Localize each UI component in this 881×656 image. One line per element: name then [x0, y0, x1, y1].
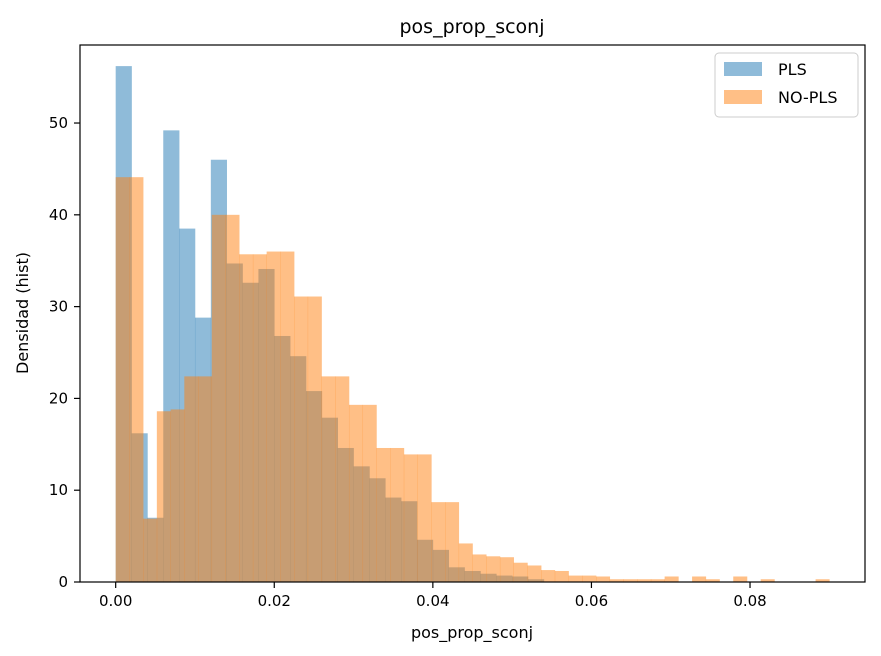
bar-no-pls-30	[527, 565, 542, 582]
bar-no-pls-5	[184, 376, 199, 582]
bar-no-pls-24	[445, 502, 460, 582]
bar-no-pls-4	[170, 409, 185, 582]
bar-no-pls-22	[417, 454, 432, 582]
bar-no-pls-32	[554, 570, 569, 582]
series-nopls-bars	[115, 177, 830, 583]
plot-frame	[79, 44, 866, 583]
x-tick-label: 0.04	[416, 592, 449, 610]
bar-no-pls-35	[596, 576, 611, 582]
bar-no-pls-13	[294, 296, 309, 582]
bar-no-pls-51	[815, 579, 830, 582]
bar-no-pls-36	[609, 579, 624, 582]
bar-no-pls-43	[705, 579, 720, 582]
bar-no-pls-20	[390, 447, 405, 582]
bar-no-pls-17	[348, 404, 364, 582]
x-tick-label: 0.02	[258, 592, 291, 610]
bar-no-pls-19	[376, 447, 391, 582]
bar-no-pls-26	[472, 554, 487, 582]
bar-no-pls-3	[156, 411, 171, 582]
y-tick-label: 40	[49, 206, 68, 224]
bar-no-pls-33	[568, 575, 583, 582]
bar-no-pls-10	[252, 254, 267, 583]
y-tick-label: 50	[49, 114, 68, 132]
bar-no-pls-39	[650, 579, 665, 582]
bar-no-pls-25	[458, 543, 473, 582]
x-tick-label: 0.00	[99, 592, 132, 610]
x-tick-label: 0.08	[733, 592, 766, 610]
legend: PLS NO-PLS	[714, 52, 859, 118]
y-tick-label: 20	[49, 389, 68, 407]
bar-no-pls-31	[541, 570, 556, 582]
y-axis-label: Densidad (hist)	[13, 252, 32, 374]
bar-no-pls-0	[115, 177, 130, 582]
bar-no-pls-42	[692, 576, 707, 582]
bar-no-pls-2	[143, 518, 158, 582]
bar-no-pls-23	[431, 502, 446, 582]
chart-title: pos_prop_sconj	[399, 16, 544, 38]
bar-no-pls-45	[733, 576, 748, 582]
legend-swatch-nopls	[724, 90, 762, 104]
legend-label-pls: PLS	[778, 60, 807, 79]
bar-no-pls-8	[225, 214, 240, 582]
bar-no-pls-40	[664, 576, 679, 582]
bar-no-pls-27	[486, 556, 501, 582]
bar-no-pls-7	[211, 214, 226, 582]
bar-no-pls-29	[513, 562, 528, 582]
y-tick-label: 10	[49, 481, 68, 499]
bar-no-pls-47	[760, 579, 775, 582]
x-axis-label: pos_prop_sconj	[411, 623, 533, 643]
bar-no-pls-34	[582, 575, 597, 582]
legend-swatch-pls	[724, 62, 762, 76]
bar-no-pls-12	[280, 251, 295, 583]
bar-no-pls-38	[637, 579, 652, 582]
y-tick-label: 30	[49, 298, 68, 316]
bar-no-pls-37	[623, 579, 638, 582]
bar-no-pls-6	[198, 376, 213, 582]
bar-no-pls-15	[321, 376, 336, 582]
bar-no-pls-14	[307, 296, 322, 582]
y-axis-ticks: 0 10 20 30 40 50	[49, 114, 80, 591]
bar-no-pls-18	[362, 404, 377, 582]
legend-label-nopls: NO-PLS	[778, 88, 838, 107]
x-tick-label: 0.06	[575, 592, 608, 610]
bar-no-pls-21	[403, 454, 418, 582]
bar-no-pls-28	[499, 557, 514, 582]
bar-no-pls-9	[239, 254, 254, 583]
bar-no-pls-16	[335, 376, 350, 582]
y-tick-label: 0	[58, 573, 68, 591]
bar-no-pls-11	[266, 251, 281, 583]
bar-no-pls-1	[129, 177, 144, 582]
x-axis-ticks: 0.00 0.02 0.04 0.06 0.08	[99, 582, 767, 610]
